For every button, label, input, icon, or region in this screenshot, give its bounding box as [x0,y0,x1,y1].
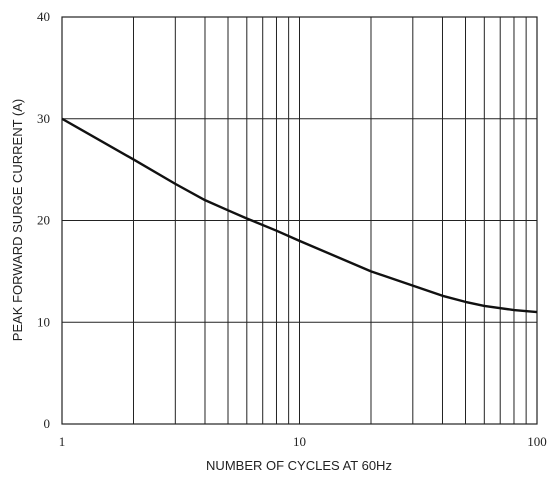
data-line [61,117,538,314]
x-tick-label: 10 [293,434,306,449]
y-tick-label: 20 [37,213,50,228]
y-tick-label: 0 [44,416,51,431]
y-tick-label: 40 [37,9,50,24]
y-axis-label: PEAK FORWARD SURGE CURRENT (A) [10,99,25,341]
y-tick-label: 30 [37,111,50,126]
x-tick-label: 1 [59,434,66,449]
x-axis-label: NUMBER OF CYCLES AT 60Hz [206,458,392,473]
x-tick-label: 100 [527,434,547,449]
plot-frame [61,16,538,425]
y-tick-label: 10 [37,314,50,329]
